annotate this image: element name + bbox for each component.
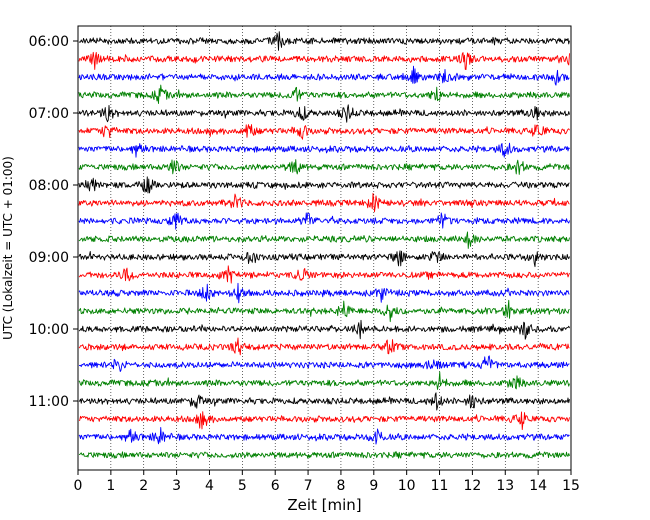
trace-0845 [78, 231, 570, 249]
x-tick-label: 0 [74, 478, 83, 494]
x-tick-label: 6 [271, 478, 280, 494]
trace-0645 [78, 84, 570, 104]
y-tick-label: 07:00 [29, 106, 69, 122]
trace-0800 [78, 176, 570, 194]
y-axis-ticks: 06:00 07:00 08:00 09:00 10:00 11:00 [29, 34, 78, 410]
x-tick-label: 13 [496, 478, 514, 494]
trace-group [78, 31, 570, 459]
trace-1115 [78, 411, 570, 431]
x-tick-label: 2 [139, 478, 148, 494]
x-tick-label: 4 [205, 478, 214, 494]
trace-1100 [78, 392, 570, 411]
trace-0945 [78, 299, 570, 323]
y-axis-label: UTC (Lokalzeit = UTC + 01:00) [1, 156, 15, 340]
y-tick-label: 11:00 [29, 394, 69, 410]
trace-0715 [78, 124, 570, 140]
trace-1145 [78, 451, 570, 459]
trace-0700 [78, 104, 570, 123]
x-tick-label: 15 [562, 478, 580, 494]
y-tick-label: 10:00 [29, 322, 69, 338]
trace-1045 [78, 371, 570, 390]
trace-1030 [78, 355, 570, 372]
plot-frame [77, 25, 572, 471]
trace-0915 [78, 265, 570, 284]
trace-1130 [78, 427, 570, 445]
x-tick-label: 11 [431, 478, 449, 494]
y-tick-label: 08:00 [29, 178, 69, 194]
trace-0615 [78, 51, 570, 71]
x-tick-label: 7 [304, 478, 313, 494]
trace-0930 [78, 282, 570, 304]
y-tick-label: 09:00 [29, 250, 69, 266]
grid-lines [110, 26, 539, 470]
trace-0830 [78, 212, 570, 230]
trace-0730 [78, 142, 570, 158]
x-tick-label: 1 [106, 478, 115, 494]
x-tick-label: 10 [398, 478, 416, 494]
trace-0745 [78, 159, 570, 175]
x-tick-label: 12 [463, 478, 481, 494]
x-tick-label: 14 [529, 478, 547, 494]
y-tick-label: 06:00 [29, 34, 69, 50]
x-tick-label: 8 [336, 478, 345, 494]
trace-1000 [78, 319, 570, 340]
x-tick-label: 5 [238, 478, 247, 494]
trace-0630 [78, 65, 570, 86]
x-tick-label: 3 [172, 478, 181, 494]
trace-0900 [78, 250, 570, 268]
trace-0600 [78, 31, 570, 51]
x-axis-ticks: 0 1 2 3 4 5 6 7 8 9 10 11 12 13 14 15 [74, 470, 580, 494]
x-tick-label: 9 [369, 478, 378, 494]
trace-1015 [78, 337, 570, 356]
trace-0815 [78, 192, 570, 213]
x-axis-label: Zeit [min] [287, 496, 361, 514]
